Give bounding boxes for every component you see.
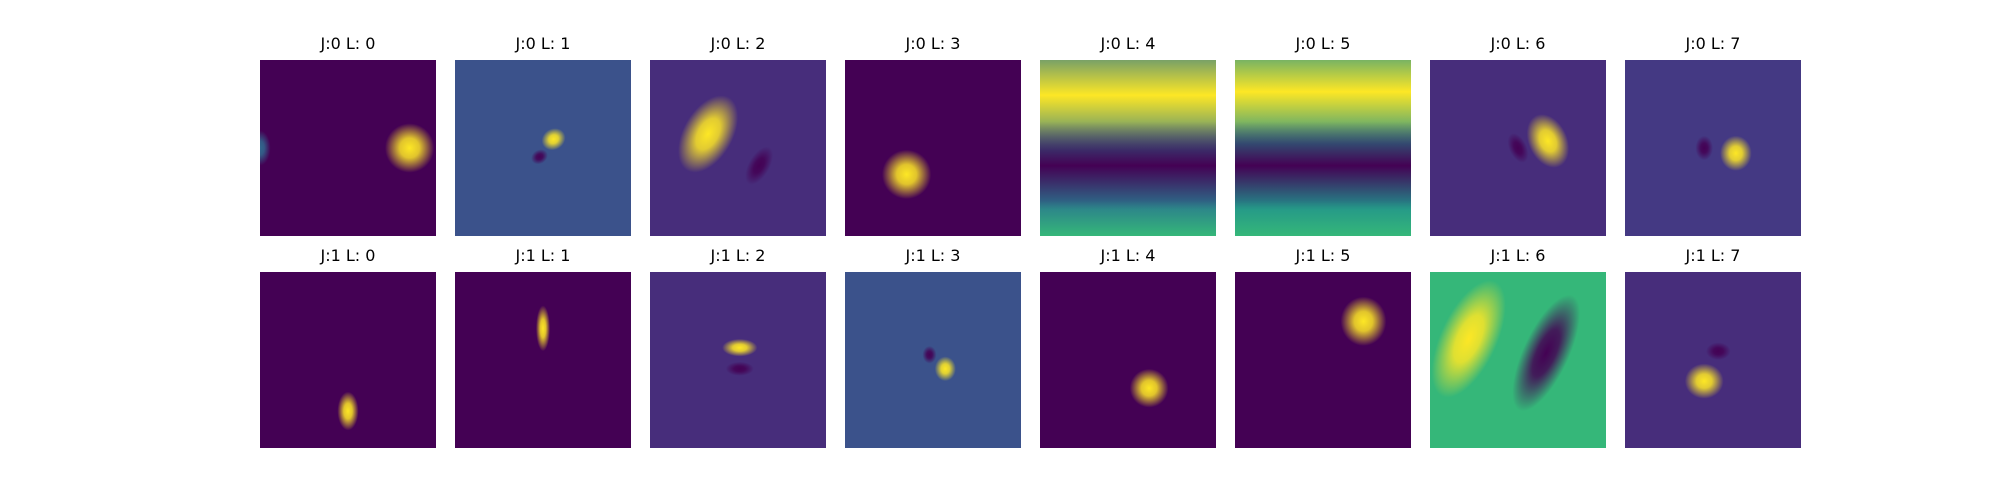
panel-title: J:0 L: 5 bbox=[1295, 34, 1351, 53]
panel-title: J:0 L: 1 bbox=[515, 34, 571, 53]
intensity-blob bbox=[678, 95, 739, 173]
heatmap-panel bbox=[455, 272, 631, 448]
heatmap-image bbox=[1235, 60, 1411, 236]
heatmap-image bbox=[845, 60, 1021, 236]
heatmap-image bbox=[1430, 272, 1606, 448]
heatmap-background bbox=[650, 60, 826, 236]
heatmap-background bbox=[650, 272, 826, 448]
heatmap-image bbox=[1430, 60, 1606, 236]
heatmap-panel bbox=[1040, 272, 1216, 448]
intensity-blob bbox=[1507, 133, 1529, 163]
panel-title: J:1 L: 5 bbox=[1295, 246, 1351, 265]
intensity-blob bbox=[1512, 294, 1581, 412]
intensity-blob bbox=[1129, 368, 1169, 408]
heatmap-panel bbox=[650, 272, 826, 448]
intensity-blob bbox=[1720, 135, 1752, 171]
intensity-blob bbox=[922, 345, 937, 364]
heatmap-image bbox=[1235, 272, 1411, 448]
intensity-band bbox=[1235, 200, 1411, 236]
heatmap-image bbox=[650, 272, 826, 448]
intensity-blob bbox=[384, 123, 435, 173]
heatmap-background bbox=[1235, 272, 1411, 448]
heatmap-background bbox=[1040, 272, 1216, 448]
heatmap-image bbox=[260, 272, 436, 448]
intensity-blob bbox=[881, 149, 932, 200]
heatmap-panel bbox=[845, 272, 1021, 448]
intensity-blob bbox=[725, 361, 754, 376]
heatmap-panel bbox=[650, 60, 826, 236]
intensity-blob bbox=[722, 338, 758, 357]
intensity-band bbox=[1040, 121, 1216, 210]
heatmap-background bbox=[455, 272, 631, 448]
panel-title: J:0 L: 3 bbox=[905, 34, 961, 53]
heatmap-background bbox=[455, 60, 631, 236]
intensity-blob bbox=[1340, 296, 1387, 346]
intensity-blob bbox=[1695, 135, 1713, 161]
heatmap-image bbox=[1040, 60, 1216, 236]
heatmap-background bbox=[1625, 272, 1801, 448]
panel-title: J:1 L: 6 bbox=[1490, 246, 1546, 265]
heatmap-image bbox=[1040, 272, 1216, 448]
intensity-blob bbox=[531, 149, 548, 165]
intensity-blob bbox=[337, 391, 359, 431]
heatmap-panel bbox=[1625, 272, 1801, 448]
panel-title: J:1 L: 2 bbox=[710, 246, 766, 265]
panel-title: J:1 L: 4 bbox=[1100, 246, 1156, 265]
panel-title: J:0 L: 6 bbox=[1490, 34, 1546, 53]
heatmap-panel bbox=[1430, 60, 1606, 236]
panel-title: J:0 L: 7 bbox=[1685, 34, 1741, 53]
panel-title: J:1 L: 0 bbox=[320, 246, 376, 265]
heatmap-image bbox=[455, 272, 631, 448]
heatmap-image bbox=[455, 60, 631, 236]
heatmap-panel bbox=[845, 60, 1021, 236]
panel-title: J:1 L: 1 bbox=[515, 246, 571, 265]
panel-title: J:1 L: 3 bbox=[905, 246, 961, 265]
heatmap-panel bbox=[1430, 272, 1606, 448]
heatmap-panel bbox=[260, 272, 436, 448]
heatmap-image bbox=[1625, 60, 1801, 236]
heatmap-panel bbox=[1625, 60, 1801, 236]
intensity-blob bbox=[260, 130, 271, 166]
intensity-band bbox=[1040, 200, 1216, 236]
heatmap-panel bbox=[1235, 60, 1411, 236]
panel-title: J:0 L: 2 bbox=[710, 34, 766, 53]
heatmap-panel bbox=[260, 60, 436, 236]
panel-title: J:1 L: 7 bbox=[1685, 246, 1741, 265]
heatmap-image bbox=[260, 60, 436, 236]
intensity-blob bbox=[1684, 363, 1724, 399]
intensity-blob bbox=[934, 356, 956, 382]
intensity-blob bbox=[535, 305, 551, 352]
intensity-blob bbox=[1705, 342, 1731, 360]
intensity-band bbox=[1235, 121, 1411, 210]
intensity-blob bbox=[541, 128, 566, 151]
heatmap-panel bbox=[1040, 60, 1216, 236]
heatmap-background bbox=[845, 60, 1021, 236]
panel-title: J:0 L: 4 bbox=[1100, 34, 1156, 53]
intensity-blob bbox=[1526, 114, 1570, 168]
heatmap-image bbox=[845, 272, 1021, 448]
heatmap-background bbox=[1625, 60, 1801, 236]
heatmap-image bbox=[650, 60, 826, 236]
intensity-blob bbox=[1431, 280, 1506, 398]
heatmap-panel bbox=[455, 60, 631, 236]
panel-title: J:0 L: 0 bbox=[320, 34, 376, 53]
heatmap-image bbox=[1625, 272, 1801, 448]
intensity-blob bbox=[745, 146, 774, 185]
heatmap-panel bbox=[1235, 272, 1411, 448]
